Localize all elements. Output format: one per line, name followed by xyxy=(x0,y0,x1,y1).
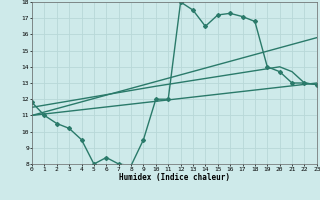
X-axis label: Humidex (Indice chaleur): Humidex (Indice chaleur) xyxy=(119,173,230,182)
